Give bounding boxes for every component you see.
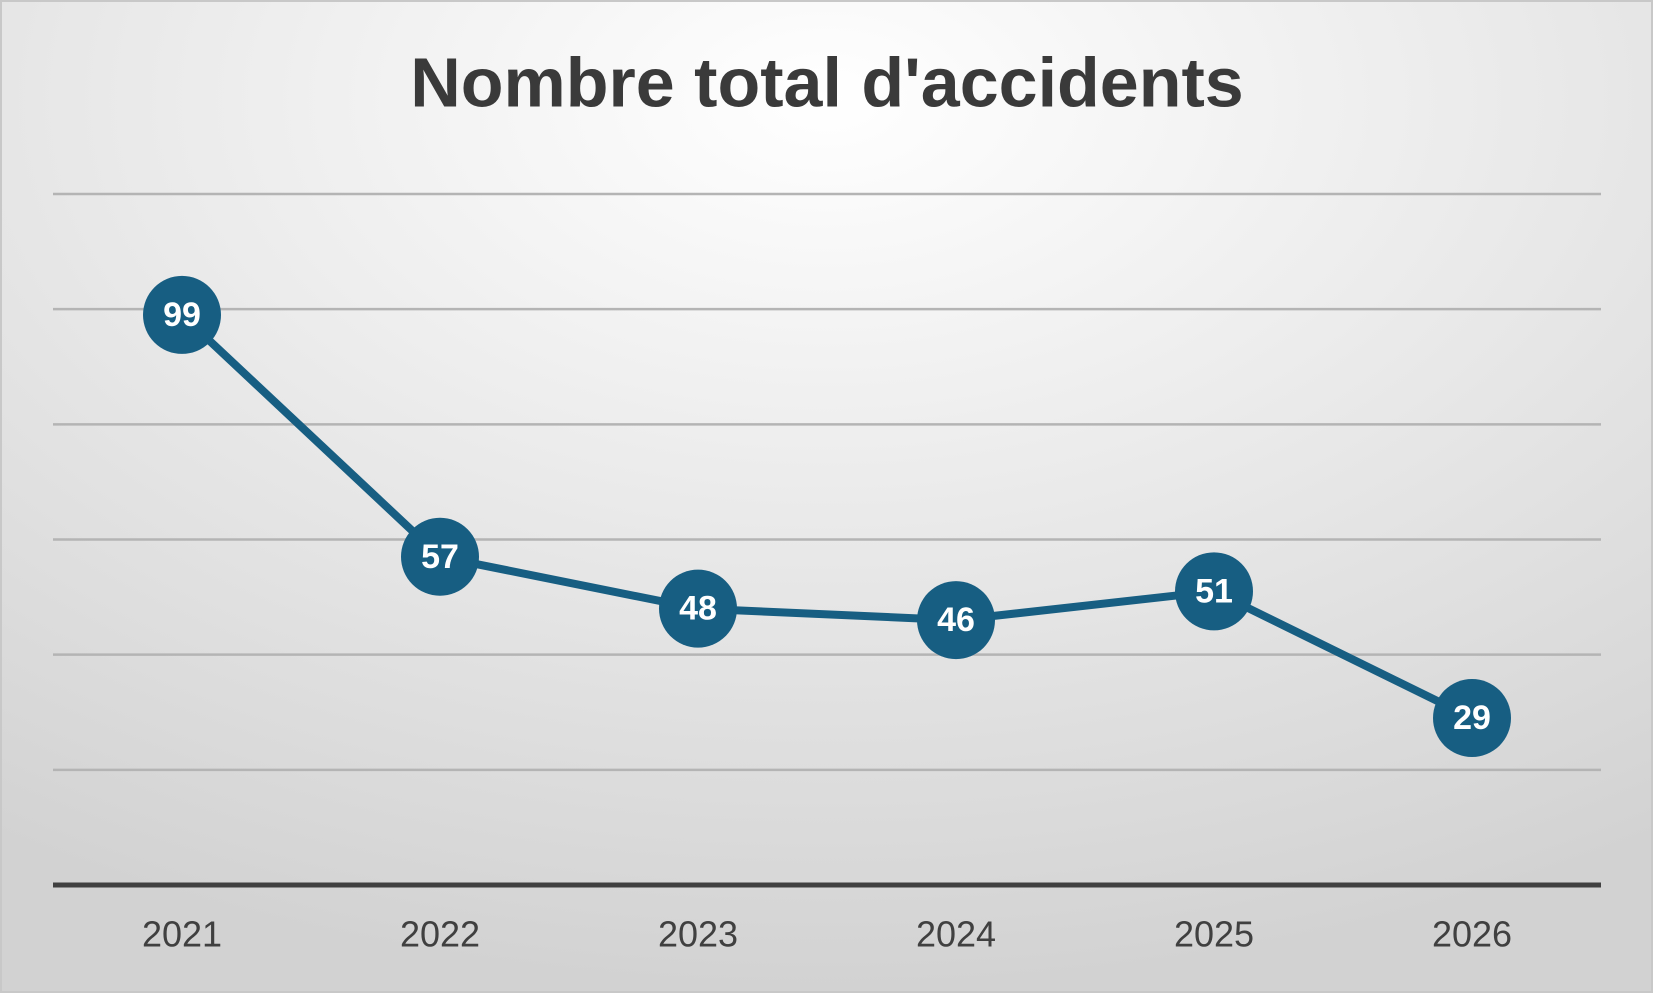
x-tick-label: 2025 (1174, 914, 1254, 955)
data-label: 29 (1453, 699, 1491, 737)
data-point (659, 569, 737, 648)
data-label: 48 (679, 590, 717, 628)
data-point (917, 581, 995, 660)
chart-title: Nombre total d'accidents (410, 43, 1243, 121)
data-point (1433, 679, 1511, 758)
data-label: 99 (163, 296, 201, 334)
x-tick-label: 2022 (400, 914, 480, 955)
data-label: 46 (937, 601, 975, 639)
data-label: 51 (1195, 572, 1233, 610)
data-point (143, 275, 221, 354)
data-point (401, 517, 479, 596)
x-tick-label: 2023 (658, 914, 738, 955)
x-tick-label: 2024 (916, 914, 996, 955)
data-point (1175, 552, 1253, 631)
x-tick-label: 2026 (1432, 914, 1512, 955)
data-label: 57 (421, 538, 459, 576)
x-tick-label: 2021 (142, 914, 222, 955)
data-line (179, 312, 1474, 722)
